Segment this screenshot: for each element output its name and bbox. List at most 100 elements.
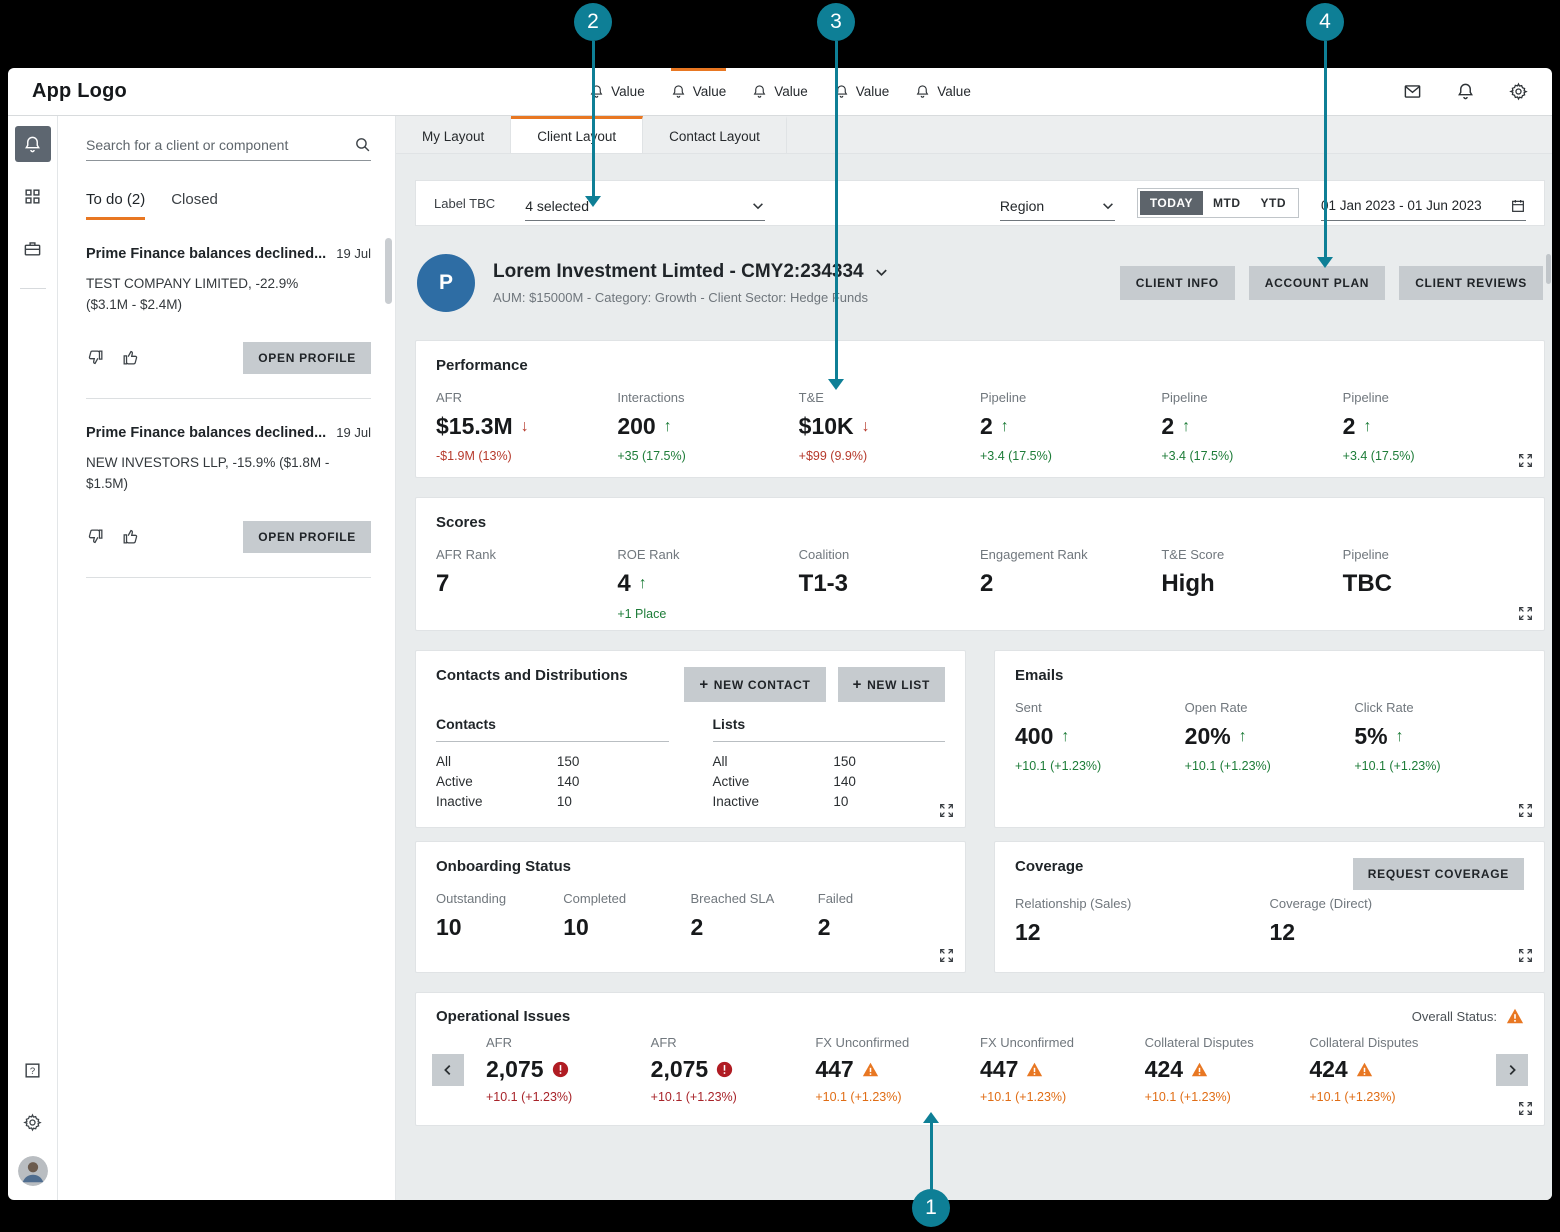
region-dropdown[interactable]: Region [999,198,1115,221]
thumbs-down-icon[interactable] [86,348,105,367]
client-info-button[interactable]: CLIENT INFO [1119,266,1235,300]
nav-item-value-1[interactable]: Value [589,68,645,115]
rail-settings-button[interactable] [15,1104,51,1140]
bell-icon [753,85,766,98]
expand-icon[interactable] [1518,606,1533,621]
todo-card-1: Prime Finance balances declined... 19 Ju… [86,246,371,399]
nav-item-label: Value [855,84,890,99]
nav-item-value-5[interactable]: Value [915,68,971,115]
main-scrollbar[interactable] [1546,254,1551,284]
nav-item-value-2[interactable]: Value [670,68,727,115]
row-value: 140 [833,773,856,789]
panel-scrollbar[interactable] [385,238,392,304]
side-rail: ? [8,116,58,1200]
row-label: Inactive [436,793,483,809]
client-name-row[interactable]: Lorem Investment Limted - CMY2:234334 [493,261,889,283]
row-label: Active [712,773,750,789]
expand-icon[interactable] [1518,1101,1533,1116]
thumbs-up-icon[interactable] [121,348,140,367]
expand-icon[interactable] [939,948,954,963]
mail-icon[interactable] [1403,82,1422,101]
bell-icon[interactable] [1456,82,1475,101]
metric-delta: +3.4 (17.5%) [979,449,1052,463]
onboarding-coverage-row: Onboarding Status Outstanding 10 Complet… [415,841,1545,973]
app-header: App Logo Value Value Value Value Value [8,68,1552,116]
metric-delta: +10.1 (+1.23%) [650,1090,737,1104]
search-input[interactable] [86,136,354,153]
metric-value: 2 [817,914,831,940]
rail-dashboard-button[interactable] [15,178,51,214]
carousel-right-button[interactable] [1496,1053,1528,1086]
warning-icon [1191,1062,1208,1077]
date-range-field[interactable]: 01 Jan 2023 - 01 Jun 2023 [1321,198,1526,221]
button-label: NEW LIST [867,678,930,692]
table-row: All 150 [436,751,669,771]
client-reviews-button[interactable]: CLIENT REVIEWS [1399,266,1543,300]
metric-value: 447 [980,1056,1019,1082]
todo-tabs: To do (2) Closed [86,191,371,220]
metric-value: 12 [1269,919,1296,945]
expand-icon[interactable] [939,803,954,818]
briefcase-icon [24,241,41,256]
coverage-card: Coverage REQUEST COVERAGE Relationship (… [994,841,1545,973]
rail-help-button[interactable]: ? [15,1052,51,1088]
metric-delta: +10.1 (+1.23%) [1184,759,1271,773]
filter-label: Label TBC [434,195,496,211]
todo-card-2: Prime Finance balances declined... 19 Ju… [86,425,371,578]
scores-card: Scores AFR Rank 7 ROE Rank 4 ↑ +1 Place C [415,497,1545,631]
rail-notifications-button[interactable] [14,126,51,162]
row-label: All [712,753,728,769]
metric-label: AFR Rank [436,547,496,562]
new-list-button[interactable]: + NEW LIST [837,667,945,702]
table-row: Inactive 10 [436,791,669,811]
account-plan-button[interactable]: ACCOUNT PLAN [1248,266,1386,300]
rail-divider [19,288,46,289]
metric-sent: Sent 400 ↑ +10.1 (+1.23%) [1015,700,1185,773]
tab-closed[interactable]: Closed [171,191,218,208]
carousel-left-button[interactable] [432,1053,464,1086]
new-contact-button[interactable]: + NEW CONTACT [684,667,826,702]
metric-label: Open Rate [1184,700,1248,715]
tab-my-layout[interactable]: My Layout [396,116,512,153]
plus-icon: + [699,676,709,693]
nav-item-value-3[interactable]: Value [752,68,808,115]
chevron-left-icon [444,1064,451,1075]
tab-client-layout[interactable]: Client Layout [511,116,644,153]
open-profile-button[interactable]: OPEN PROFILE [243,520,371,553]
client-name: Lorem Investment Limted - CMY2:234334 [493,261,864,282]
metric-label: Failed [817,891,854,906]
metric-value: 12 [1015,919,1041,945]
open-profile-button[interactable]: OPEN PROFILE [243,341,371,374]
expand-icon[interactable] [1518,803,1533,818]
expand-icon[interactable] [1518,453,1533,468]
callout-line-4 [1324,41,1327,258]
nav-item-value-4[interactable]: Value [834,68,890,115]
emails-card: Emails Sent 400 ↑ +10.1 (+1.23%) Open Rat… [994,650,1545,828]
metric-value: 7 [436,570,450,597]
expand-icon[interactable] [1518,948,1533,963]
rail-portfolio-button[interactable] [15,230,51,266]
warning-icon [1506,1008,1524,1024]
row-label: All [436,753,452,769]
error-icon [717,1061,733,1078]
divider [86,397,371,399]
range-ytd[interactable]: YTD [1260,196,1286,210]
avatar[interactable] [17,1156,48,1186]
nav-item-label: Value [774,84,808,99]
search-icon[interactable] [354,136,371,153]
warning-icon [1027,1062,1043,1077]
selection-dropdown[interactable]: 4 selected [525,198,766,221]
tab-todo[interactable]: To do (2) [86,191,146,220]
range-mtd[interactable]: MTD [1213,196,1241,210]
gear-icon[interactable] [1509,82,1528,101]
contacts-column: Contacts All 150 Active 140 Inactive 10 [436,716,669,811]
request-coverage-button[interactable]: REQUEST COVERAGE [1352,858,1524,890]
row-value: 150 [833,753,856,769]
range-today[interactable]: TODAY [1139,191,1203,215]
thumbs-up-icon[interactable] [121,527,140,546]
thumbs-down-icon[interactable] [86,527,105,546]
tab-contact-layout[interactable]: Contact Layout [643,116,787,153]
filter-bar: Label TBC 4 selected Region TODAY MTD YT… [415,180,1545,226]
row-label: Active [436,773,473,789]
score-pipeline: Pipeline TBC [1343,547,1524,621]
